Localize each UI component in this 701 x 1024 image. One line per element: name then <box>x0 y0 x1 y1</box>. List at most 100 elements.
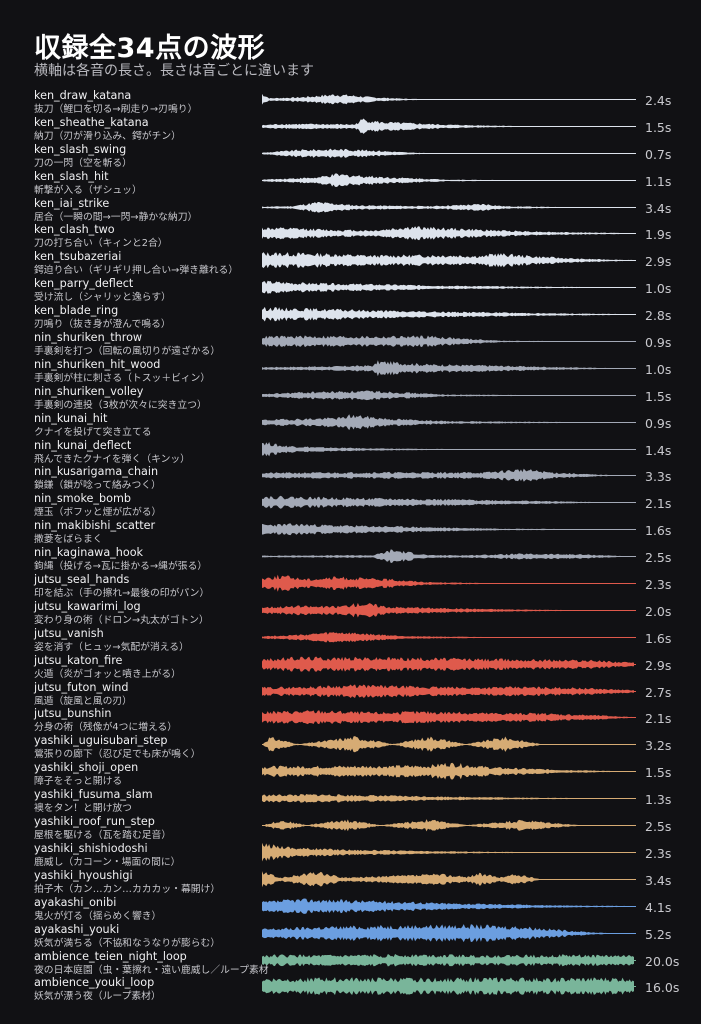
waveform-graphic <box>262 710 636 725</box>
waveform-row: jutsu_bunshin 分身の術（残像が4つに増える） 2.1s <box>0 706 701 733</box>
waveform-row: nin_kunai_deflect 飛んできたクナイを弾く（キンッ） 1.4s <box>0 438 701 465</box>
waveform-graphic <box>262 870 636 888</box>
waveform-shape <box>262 280 634 295</box>
sound-description: 拍子木（カン…カン…カカカッ・幕開け） <box>34 883 221 895</box>
sound-name: yashiki_shoji_open <box>34 761 139 775</box>
waveform-graphic <box>262 631 636 643</box>
waveform-row: yashiki_uguisubari_step 鶯張りの廊下（忍び足でも床が鳴く）… <box>0 733 701 760</box>
sound-description: 変わり身の術（ドロン→丸太がゴトン） <box>34 614 209 626</box>
waveform-shape <box>262 523 634 536</box>
waveform-shape <box>262 469 634 483</box>
waveform-graphic <box>262 977 636 996</box>
sound-name: nin_kaginawa_hook <box>34 546 144 560</box>
waveform-row: ambience_teien_night_loop 夜の日本庭園（虫・葉擦れ・遠い… <box>0 949 701 976</box>
waveform-graphic <box>262 335 636 348</box>
sound-name: jutsu_futon_wind <box>34 680 129 694</box>
waveform-shape <box>262 794 634 803</box>
waveform-row: nin_makibishi_scatter 撒菱をばらまく 1.6s <box>0 518 701 545</box>
sound-name: ambience_youki_loop <box>34 976 155 990</box>
waveform-row: jutsu_seal_hands 印を結ぶ（手の擦れ→最後の印がパン） 2.3s <box>0 572 701 599</box>
waveform-shape <box>262 977 634 996</box>
sound-name: jutsu_vanish <box>34 626 104 640</box>
sound-description: 屋根を駆ける（瓦を踏む足音） <box>34 830 172 842</box>
waveform-shape <box>262 549 634 564</box>
waveform-row: nin_kaginawa_hook 鉤縄（投げる→瓦に掛かる→縄が張る） 2.5s <box>0 545 701 572</box>
page-title: 収録全34点の波形 <box>34 33 266 64</box>
waveform-row: ken_iai_strike 居合（一瞬の間→一閃→静かな納刀） 3.4s <box>0 196 701 223</box>
waveform-graphic <box>262 923 636 942</box>
sound-description: 刃鳴り（抜き身が澄んで鳴る） <box>34 319 171 331</box>
sound-name: jutsu_bunshin <box>34 707 112 721</box>
waveform-row: yashiki_fusuma_slam 襖をタン！と開け放つ 1.3s <box>0 787 701 814</box>
sound-duration: 2.7s <box>645 684 672 700</box>
waveform-shape <box>262 148 634 158</box>
sound-description: 妖気が漂う夜（ループ素材） <box>34 991 161 1003</box>
sound-description: 襖をタン！と開け放つ <box>34 803 132 815</box>
waveform-graphic <box>262 602 636 618</box>
waveform-shape <box>262 226 634 241</box>
sound-duration: 1.4s <box>645 442 672 458</box>
sound-duration: 2.3s <box>645 845 672 861</box>
waveform-shape <box>262 656 634 672</box>
waveform-shape <box>262 574 634 592</box>
waveform-graphic <box>262 441 636 456</box>
waveform-row: jutsu_vanish 姿を消す（ヒュッ→気配が消える） 1.6s <box>0 626 701 653</box>
sound-description: 鬼火が灯る（揺らめく響き） <box>34 910 162 922</box>
waveform-row: nin_shuriken_hit_wood 手裏剣が柱に刺さる（トスッ＋ビィン） 1… <box>0 357 701 384</box>
sound-name: ken_blade_ring <box>34 304 119 318</box>
waveform-row: nin_kunai_hit クナイを投げて突き立てる 0.9s <box>0 411 701 438</box>
waveform-row: yashiki_roof_run_step 屋根を駆ける（瓦を踏む足音） 2.5s <box>0 814 701 841</box>
sound-duration: 1.9s <box>645 227 672 243</box>
waveform-shape <box>262 819 634 832</box>
sound-description: 刀の一閃（空を斬る） <box>34 157 132 169</box>
waveform-shape <box>262 923 634 942</box>
sound-duration: 20.0s <box>645 953 680 969</box>
sound-description: 受け流し（シャリッと逸らす） <box>34 292 171 304</box>
waveform-graphic <box>262 762 636 780</box>
sound-description: 抜刀（鯉口を切る→刷走り→刃鳴り） <box>34 104 198 115</box>
sound-description: 妖気が満ちる（不協和なうなりが膨らむ） <box>34 937 221 949</box>
waveform-graphic <box>262 306 636 322</box>
waveform-row: ambience_youki_loop 妖気が漂う夜（ループ素材） 16.0s <box>0 975 701 1002</box>
waveform-shape <box>262 390 634 400</box>
sound-name: nin_makibishi_scatter <box>34 519 156 533</box>
waveform-graphic <box>262 226 636 241</box>
sound-duration: 0.7s <box>645 146 672 162</box>
sound-description: 火遁（炎がゴォッと噴き上がる） <box>34 668 181 680</box>
sound-name: nin_kusarigama_chain <box>34 465 159 479</box>
sound-duration: 1.5s <box>645 765 672 781</box>
sound-duration: 2.8s <box>645 308 672 324</box>
waveform-graphic <box>262 819 636 832</box>
sound-name: ayakashi_youki <box>34 922 120 936</box>
sound-duration: 2.5s <box>645 550 672 566</box>
sound-name: jutsu_seal_hands <box>34 573 130 587</box>
waveform-row: ken_clash_two 刀の打ち合い（キィンと2合） 1.9s <box>0 222 701 249</box>
sound-name: yashiki_shishiodoshi <box>34 841 148 855</box>
waveform-row: nin_smoke_bomb 煙玉（ボフッと煙が広がる） 2.1s <box>0 491 701 518</box>
waveform-shape <box>262 496 634 510</box>
sound-name: nin_shuriken_throw <box>34 331 143 345</box>
sound-description: 手裏剣の連投（3枚が次々に突き立つ） <box>34 399 207 411</box>
waveform-graphic <box>262 898 636 914</box>
waveform-shape <box>262 360 634 376</box>
sound-duration: 2.9s <box>645 254 672 270</box>
waveform-shape <box>262 898 634 914</box>
waveform-graphic <box>262 736 636 753</box>
sound-duration: 2.3s <box>645 577 672 593</box>
waveform-row: nin_kusarigama_chain 鎖鎌（鎖が唸って絡みつく） 3.3s <box>0 464 701 491</box>
waveform-row: jutsu_kawarimi_log 変わり身の術（ドロン→丸太がゴトン） 2.0s <box>0 599 701 626</box>
sound-name: ken_tsubazeriai <box>34 250 122 264</box>
sound-description: 居合（一瞬の間→一閃→静かな納刀） <box>34 211 198 223</box>
page-subtitle: 横軸は各音の長さ。長さは音ごとに違います <box>34 63 314 79</box>
sound-duration: 3.2s <box>645 738 672 754</box>
waveform-graphic <box>262 280 636 295</box>
waveform-graphic <box>262 469 636 483</box>
waveform-graphic <box>262 684 636 698</box>
waveform-shape <box>262 953 634 966</box>
waveform-shape <box>262 201 634 213</box>
waveform-row: ken_sheathe_katana 納刀（刃が滑り込み、鍔がチン） 1.5s <box>0 115 701 142</box>
waveform-row: ken_parry_deflect 受け流し（シャリッと逸らす） 1.0s <box>0 276 701 303</box>
sound-name: ken_slash_hit <box>34 169 109 183</box>
sound-name: jutsu_kawarimi_log <box>34 599 141 613</box>
waveform-shape <box>262 602 634 618</box>
